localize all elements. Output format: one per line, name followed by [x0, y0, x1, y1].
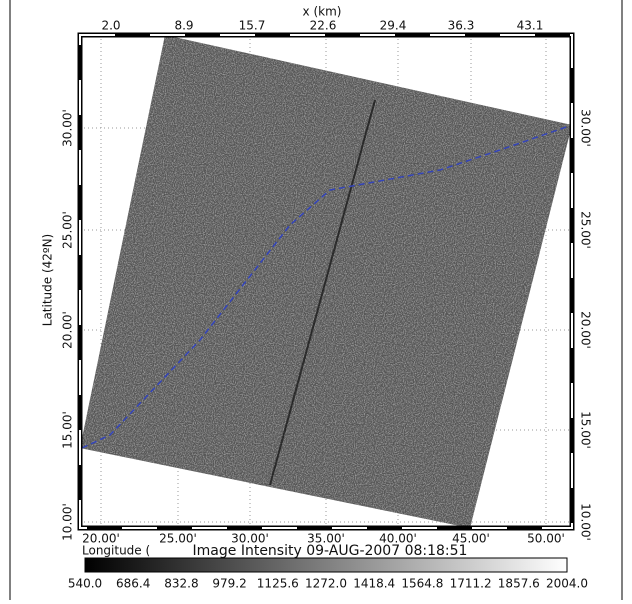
right-tick-label: 30.00': [579, 109, 593, 147]
colorbar-tick-label: 686.4: [116, 577, 150, 591]
left-tick-label: 10.00': [61, 503, 75, 541]
right-tick-label: 20.00': [579, 311, 593, 349]
colorbar-tick-label: 1711.2: [450, 577, 492, 591]
top-tick-label: 2.0: [101, 19, 120, 33]
top-tick-label: 43.1: [517, 19, 544, 33]
right-tick-label: 15.00': [579, 411, 593, 449]
bottom-tick-label: 30.00': [231, 532, 269, 546]
top-tick-label: 22.6: [310, 19, 337, 33]
top-tick-label: 8.9: [174, 19, 193, 33]
left-tick-label: 25.00': [61, 211, 75, 249]
x-axis-title: Longitude (: [82, 544, 150, 558]
left-tick-label: 20.00': [61, 311, 75, 349]
colorbar-tick-label: 1857.6: [498, 577, 540, 591]
colorbar-tick-label: 540.0: [68, 577, 102, 591]
bottom-tick-label: 35.00': [307, 532, 345, 546]
left-tick-label: 30.00': [61, 109, 75, 147]
right-tick-label: 10.00': [579, 503, 593, 541]
colorbar-tick-label: 979.2: [212, 577, 246, 591]
bottom-tick-label: 40.00': [379, 532, 417, 546]
track-line: [81, 124, 573, 449]
bottom-tick-label: 20.00': [82, 532, 120, 546]
top-tick-label: 36.3: [448, 19, 475, 33]
x-axis-title: x (km): [303, 5, 342, 19]
colorbar-tick-label: 1272.0: [305, 577, 347, 591]
sar-image: [80, 35, 572, 528]
colorbar-tick-label: 2004.0: [546, 577, 588, 591]
colorbar: [84, 557, 568, 573]
colorbar-tick-label: 1564.8: [401, 577, 443, 591]
right-tick-label: 25.00': [579, 211, 593, 249]
colorbar-tick-label: 1418.4: [353, 577, 395, 591]
top-tick-label: 15.7: [239, 19, 266, 33]
bottom-tick-label: 50.00': [527, 532, 565, 546]
bottom-tick-label: 25.00': [159, 532, 197, 546]
bottom-tick-label: 45.00': [452, 532, 490, 546]
left-tick-label: 15.00': [61, 411, 75, 449]
colorbar-tick-label: 1125.6: [257, 577, 299, 591]
colorbar-title: Image Intensity 09-AUG-2007 08:18:51: [193, 543, 468, 559]
top-tick-label: 29.4: [380, 19, 407, 33]
colorbar-tick-label: 832.8: [164, 577, 198, 591]
y-axis-title: Latitude (42ºN): [41, 234, 55, 326]
map-border: [77, 32, 575, 531]
